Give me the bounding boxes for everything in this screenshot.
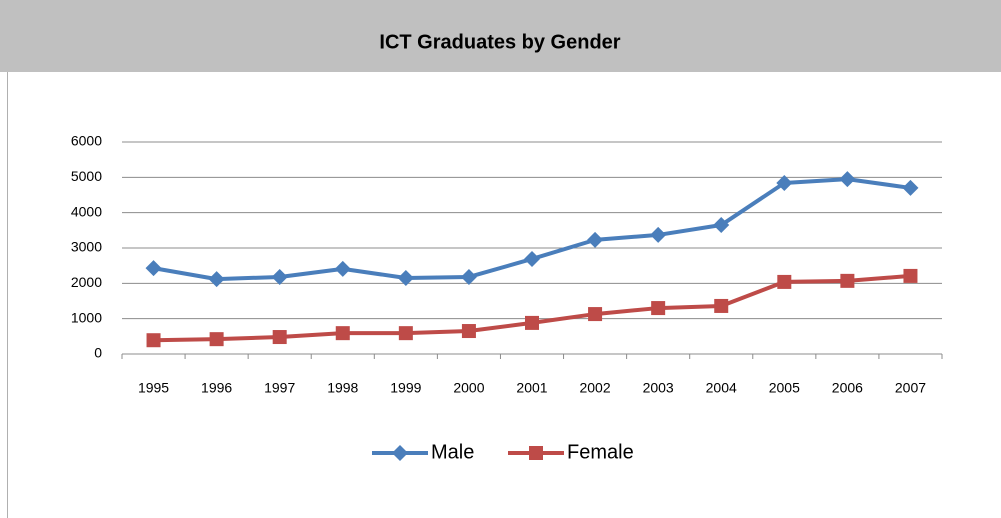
y-tick-label: 3000 <box>71 239 102 255</box>
x-tick-label: 1998 <box>327 380 358 396</box>
data-point <box>398 326 413 341</box>
x-tick-label: 1997 <box>264 380 295 396</box>
y-tick-label: 4000 <box>71 203 102 219</box>
data-point <box>840 273 855 288</box>
data-point <box>145 260 162 277</box>
x-tick-label: 2005 <box>769 380 800 396</box>
data-point <box>903 268 918 283</box>
header-bar <box>0 0 1001 72</box>
data-point <box>209 332 224 347</box>
data-point <box>650 226 667 243</box>
data-point <box>713 217 730 234</box>
data-point <box>776 174 793 191</box>
series-line <box>153 273 911 343</box>
x-tick-label: 2003 <box>643 380 674 396</box>
data-point <box>397 270 414 287</box>
data-point <box>587 231 604 248</box>
data-point <box>146 333 161 348</box>
data-point <box>460 268 477 285</box>
data-point <box>208 271 225 288</box>
y-tick-label: 0 <box>94 345 102 361</box>
y-tick-label: 6000 <box>71 133 102 149</box>
x-tick-label: 1996 <box>201 380 232 396</box>
data-point <box>461 324 476 339</box>
data-point <box>651 301 666 316</box>
chart-title: ICT Graduates by Gender <box>379 31 620 53</box>
legend-label: Female <box>567 441 634 463</box>
data-point <box>524 250 540 267</box>
y-tick-label: 2000 <box>71 274 102 290</box>
data-point <box>714 298 729 313</box>
x-tick-label: 2007 <box>895 380 926 396</box>
y-tick-label: 5000 <box>71 168 102 184</box>
data-point <box>334 260 351 277</box>
x-tick-label: 1999 <box>390 380 421 396</box>
data-point <box>271 268 288 285</box>
data-point <box>588 307 603 322</box>
data-point <box>839 171 856 188</box>
legend-marker <box>392 445 408 461</box>
legend-label: Male <box>431 441 474 463</box>
data-point <box>272 330 287 345</box>
x-tick-label: 2002 <box>579 380 610 396</box>
x-tick-label: 2000 <box>453 380 484 396</box>
data-point <box>525 315 539 330</box>
x-tick-label: 1995 <box>138 380 169 396</box>
y-tick-label: 1000 <box>71 309 102 325</box>
x-tick-label: 2006 <box>832 380 863 396</box>
data-point <box>335 326 350 341</box>
x-tick-label: 2004 <box>706 380 737 396</box>
x-tick-label: 2001 <box>516 380 547 396</box>
legend-marker <box>529 446 543 460</box>
data-point <box>902 179 919 196</box>
data-point <box>777 274 792 289</box>
